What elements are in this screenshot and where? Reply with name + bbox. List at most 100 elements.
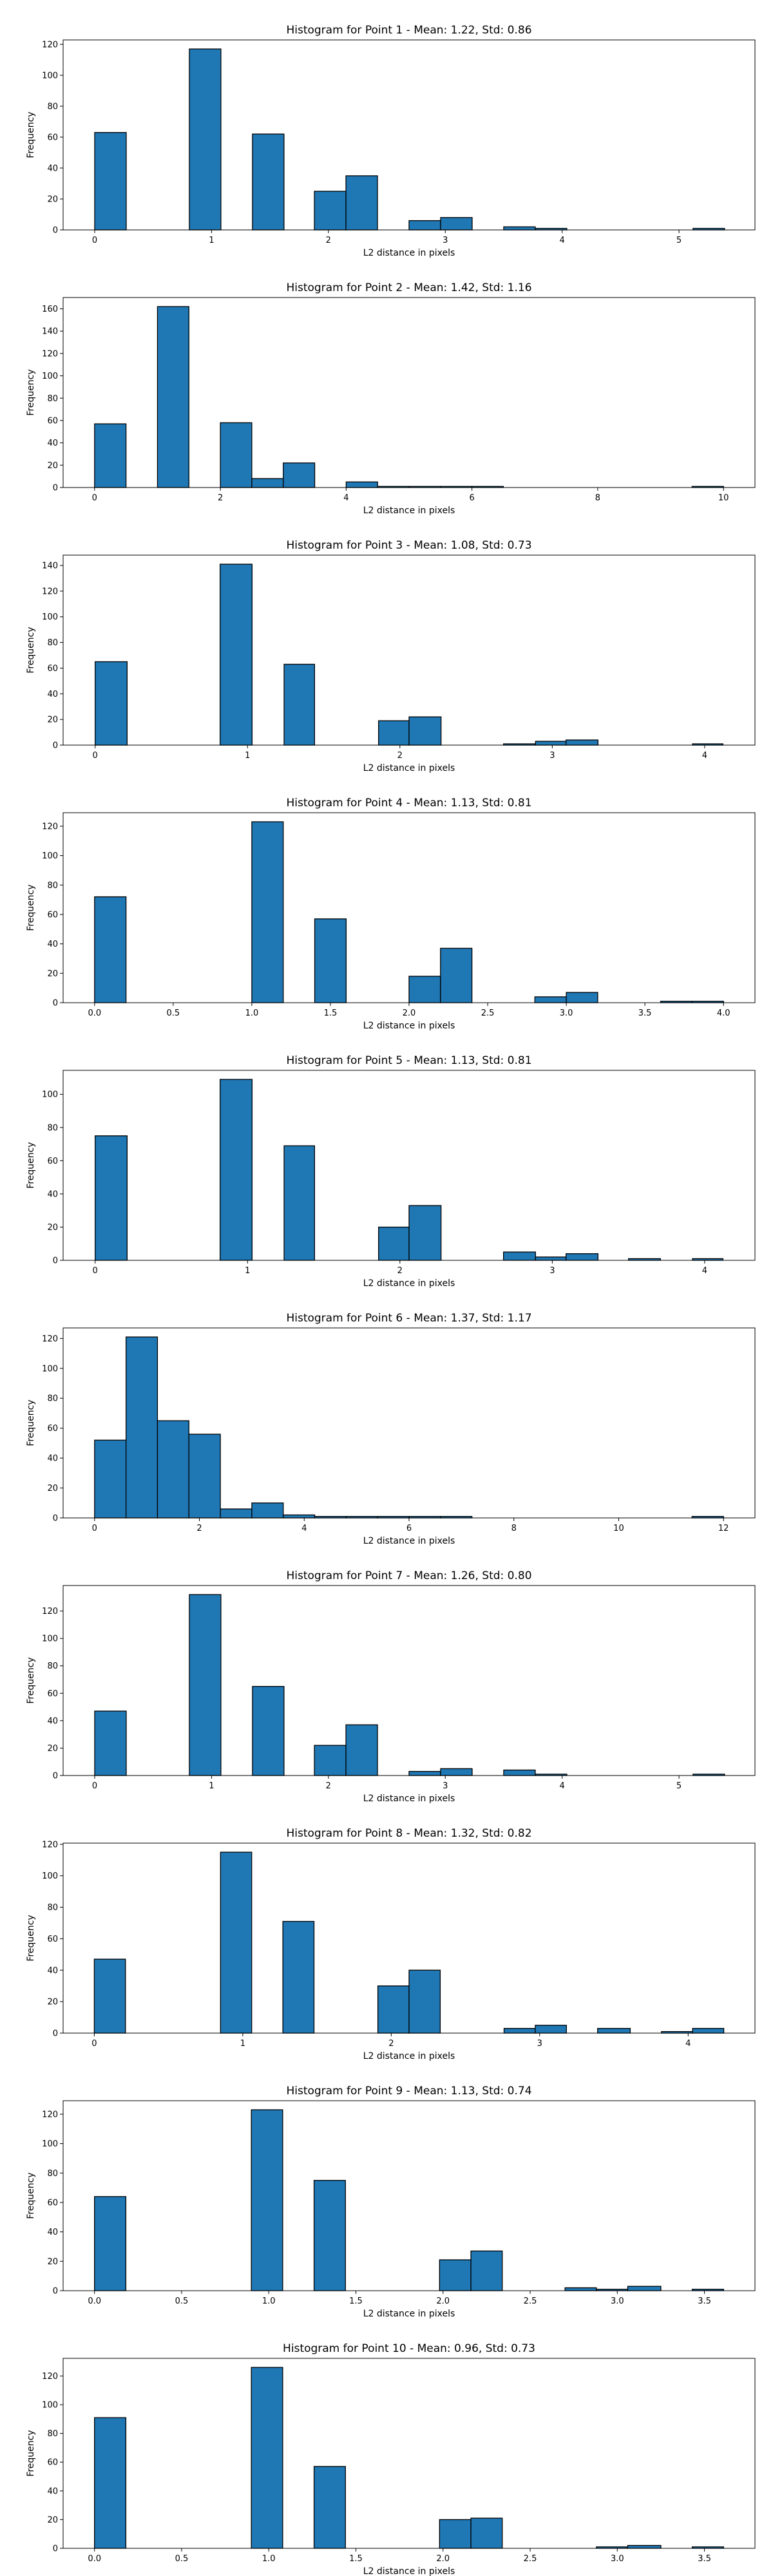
x-tick-label: 1 — [240, 2039, 245, 2049]
x-tick-label: 10 — [718, 493, 729, 503]
x-tick-label: 0.5 — [175, 2297, 189, 2306]
bar — [627, 2286, 662, 2291]
x-tick-label: 0 — [93, 751, 98, 761]
x-axis-label: L2 distance in pixels — [363, 2051, 455, 2061]
x-tick-label: 2.0 — [436, 2554, 450, 2564]
chart-title: Histogram for Point 9 - Mean: 1.13, Std:… — [286, 2085, 531, 2098]
y-tick-label: 100 — [42, 1364, 58, 1374]
bar — [345, 481, 378, 488]
bar — [94, 2417, 127, 2549]
x-tick-label: 2 — [326, 236, 331, 245]
bar — [252, 133, 285, 231]
x-axis-label: L2 distance in pixels — [363, 2309, 455, 2319]
x-tick-label: 4.0 — [717, 1009, 730, 1018]
y-tick-label: 100 — [42, 851, 58, 861]
bar — [408, 1205, 442, 1261]
bar — [503, 226, 536, 231]
x-tick-label: 3 — [537, 2039, 542, 2049]
x-tick-label: 3 — [443, 1781, 448, 1791]
y-tick-label: 80 — [47, 1903, 58, 1913]
y-axis-label: Frequency — [26, 1399, 36, 1446]
y-axis-label: Frequency — [26, 884, 36, 931]
x-tick-label: 2.0 — [403, 1009, 416, 1018]
bar — [251, 821, 284, 1003]
y-tick-label: 80 — [47, 881, 58, 891]
x-axis-label: L2 distance in pixels — [363, 506, 455, 516]
bar — [377, 1985, 410, 2034]
y-tick-label: 20 — [47, 2515, 58, 2525]
bar — [345, 175, 378, 231]
y-tick-label: 60 — [47, 2198, 58, 2208]
y-tick-label: 80 — [47, 1123, 58, 1133]
bar — [314, 918, 347, 1003]
bar — [313, 2466, 346, 2549]
y-tick-label: 80 — [47, 102, 58, 111]
y-tick-label: 20 — [47, 2257, 58, 2267]
bar — [220, 1852, 253, 2034]
x-tick-label: 3.0 — [611, 2554, 624, 2564]
bar — [283, 1514, 316, 1519]
axes-frame — [62, 1070, 756, 1261]
x-tick-label: 1 — [245, 1266, 250, 1276]
y-tick-label: 80 — [47, 394, 58, 404]
y-tick-label: 80 — [47, 1662, 58, 1671]
bar — [125, 1336, 158, 1519]
y-axis-label: Frequency — [26, 627, 36, 673]
y-tick-label: 20 — [47, 1998, 58, 2007]
bar — [470, 2250, 503, 2291]
bar — [535, 741, 567, 746]
y-tick-label: 120 — [42, 1607, 58, 1616]
x-tick-label: 0 — [92, 236, 97, 245]
bar — [408, 976, 441, 1003]
x-tick-label: 2 — [196, 1524, 202, 1533]
y-tick-label: 40 — [47, 439, 58, 448]
chart-title: Histogram for Point 8 - Mean: 1.32, Std:… — [286, 1827, 531, 1840]
y-tick-label: 60 — [47, 1935, 58, 1944]
bar — [283, 663, 315, 746]
y-axis-label: Frequency — [26, 1657, 36, 1703]
y-tick-label: 120 — [42, 349, 58, 359]
bar — [220, 564, 253, 746]
y-tick-label: 80 — [47, 2429, 58, 2439]
y-tick-label: 0 — [53, 2029, 58, 2039]
chart: Histogram for Point 10 - Mean: 0.96, Std… — [26, 2342, 756, 2576]
x-tick-label: 3 — [549, 1266, 555, 1276]
x-tick-label: 1.5 — [349, 2297, 363, 2306]
y-tick-label: 60 — [47, 2458, 58, 2468]
y-tick-label: 40 — [47, 2486, 58, 2496]
x-tick-label: 3.5 — [698, 2297, 711, 2306]
x-tick-label: 1.0 — [245, 1009, 259, 1018]
axes-frame — [62, 554, 756, 746]
bar — [220, 422, 253, 488]
x-tick-label: 0.5 — [175, 2554, 189, 2564]
chart: Histogram for Point 3 - Mean: 1.08, Std:… — [26, 539, 756, 773]
y-tick-label: 0 — [53, 1514, 58, 1524]
chart-title: Histogram for Point 7 - Mean: 1.26, Std:… — [286, 1569, 531, 1582]
x-tick-label: 2 — [397, 751, 403, 761]
x-tick-label: 3.0 — [611, 2297, 624, 2306]
y-axis-label: Frequency — [26, 2430, 36, 2476]
axes-frame — [62, 1842, 756, 2034]
bar — [251, 2109, 283, 2291]
y-tick-label: 40 — [47, 690, 58, 699]
x-tick-label: 0 — [92, 1524, 97, 1533]
x-tick-label: 8 — [511, 1524, 517, 1533]
y-tick-label: 0 — [53, 1256, 58, 1266]
chart: Histogram for Point 6 - Mean: 1.37, Std:… — [26, 1312, 756, 1546]
chart: Histogram for Point 7 - Mean: 1.26, Std:… — [26, 1569, 756, 1804]
x-axis-label: L2 distance in pixels — [363, 1278, 455, 1289]
x-tick-label: 1 — [245, 751, 250, 761]
bar — [95, 1135, 128, 1261]
x-tick-label: 1.0 — [262, 2554, 276, 2564]
bar — [503, 1251, 536, 1261]
x-tick-label: 0 — [92, 1781, 97, 1791]
x-axis-label: L2 distance in pixels — [363, 763, 455, 773]
bar — [566, 739, 598, 746]
y-tick-label: 0 — [53, 999, 58, 1009]
y-tick-label: 100 — [42, 1871, 58, 1881]
chart: Histogram for Point 8 - Mean: 1.32, Std:… — [26, 1827, 756, 2061]
chart: Histogram for Point 1 - Mean: 1.22, Std:… — [26, 24, 756, 258]
y-tick-label: 0 — [53, 226, 58, 236]
chart: Histogram for Point 2 - Mean: 1.42, Std:… — [26, 281, 756, 516]
